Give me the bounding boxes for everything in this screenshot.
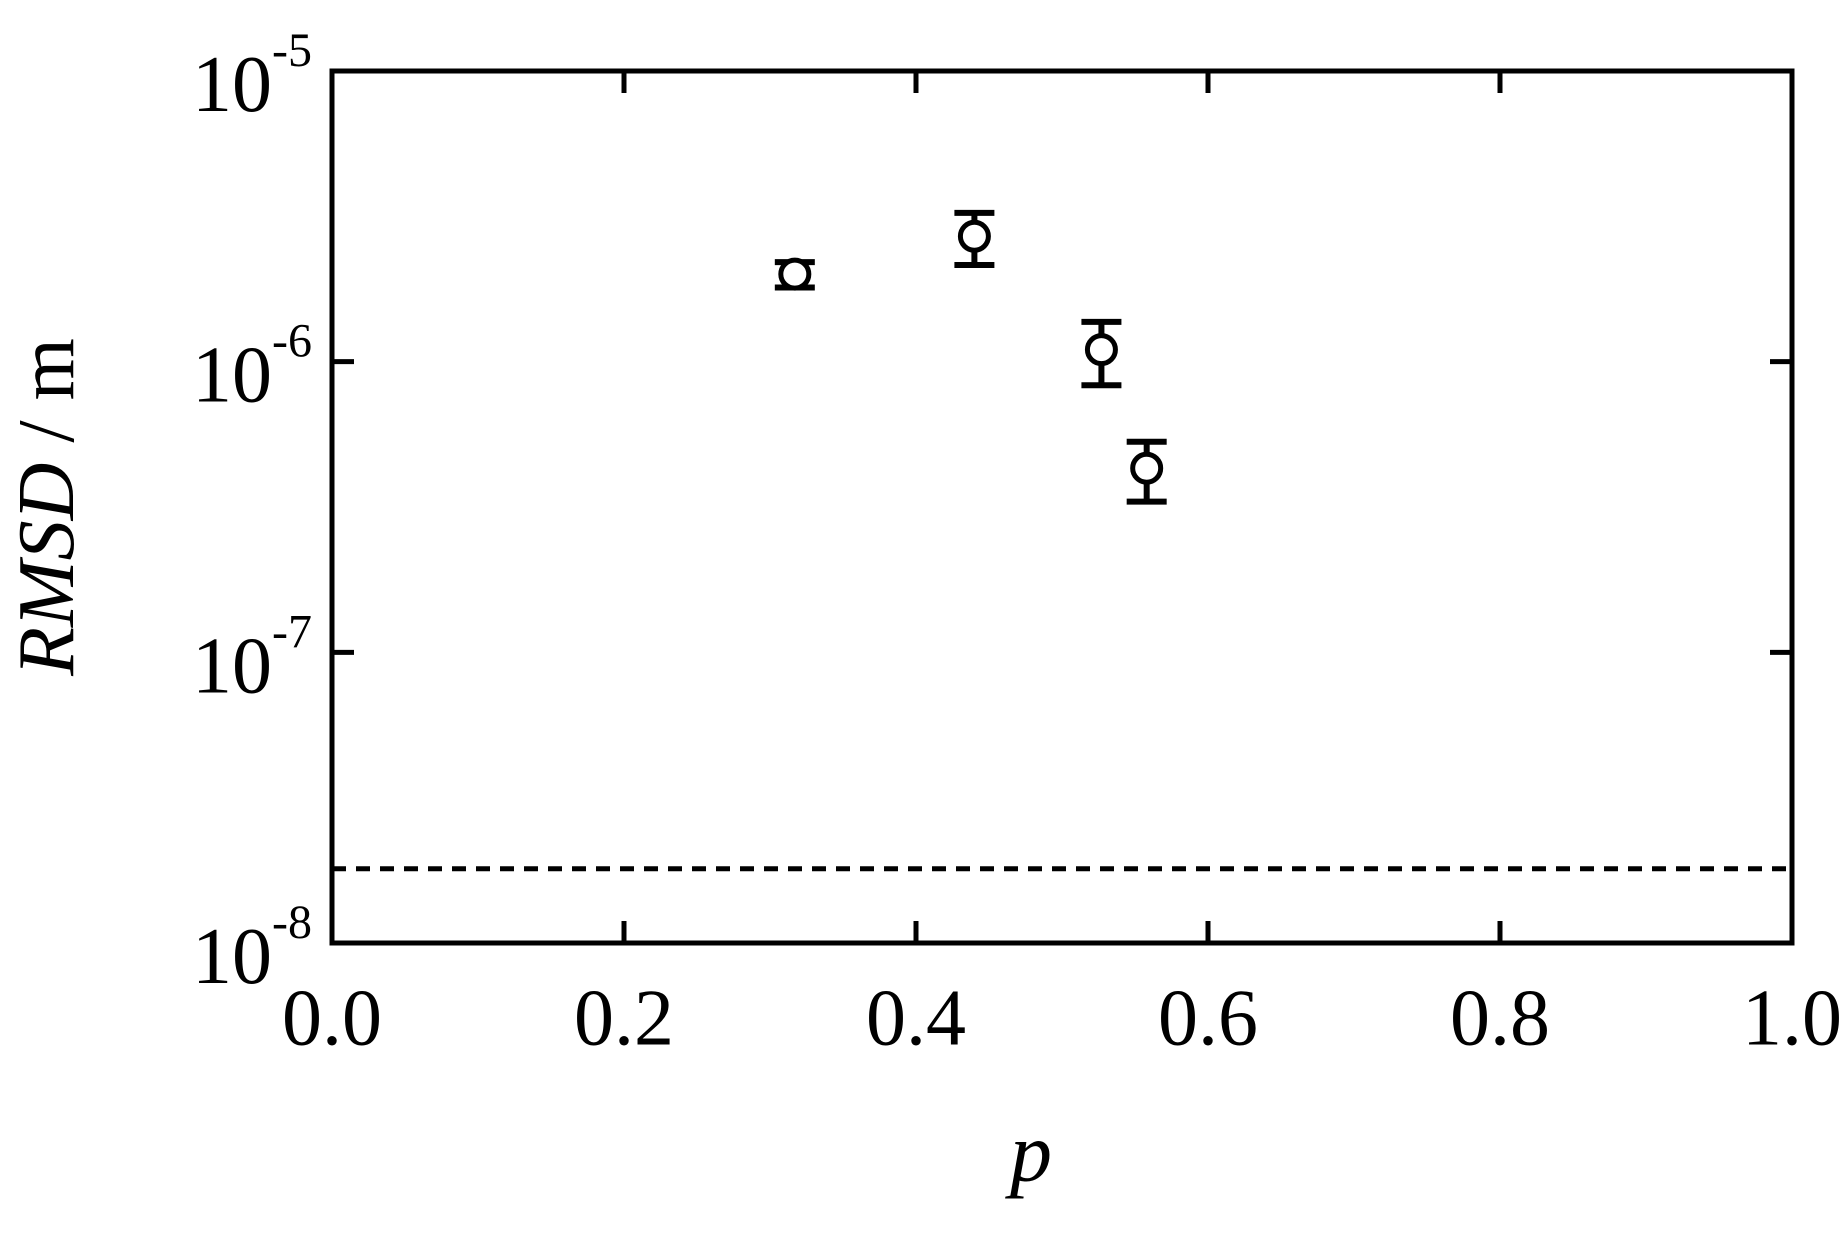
y-tick-exponent: -6 [272,315,312,368]
y-tick-label: 10-6 [192,315,312,420]
x-tick-label: 0.6 [1158,974,1258,1062]
y-label-unit: / m [3,338,91,442]
data-point [778,257,812,291]
x-tick-label: 0.4 [866,974,966,1062]
x-tick-label: 0.8 [1450,974,1550,1062]
y-tick-label: 10-8 [192,896,312,1001]
data-point [957,219,991,253]
x-tick-label: 1.0 [1742,974,1842,1062]
y-label-variable: RMSD [3,463,91,677]
data-point [1084,333,1118,367]
y-tick-label: 10-7 [192,605,312,710]
y-axis-label: RMSD / m [3,338,91,677]
x-axis-label: p [1005,1106,1052,1199]
y-tick-base: 10 [192,913,272,1001]
data-point [1130,451,1164,485]
y-tick-exponent: -7 [272,605,312,658]
y-tick-exponent: -5 [272,24,312,77]
x-tick-label: 0.2 [574,974,674,1062]
y-tick-base: 10 [192,332,272,420]
x-tick-label: 0.0 [282,974,382,1062]
plot-frame [329,68,1795,946]
y-tick-base: 10 [192,623,272,711]
y-tick-label: 10-5 [192,24,312,129]
y-tick-base: 10 [192,41,272,129]
y-tick-exponent: -8 [272,896,312,949]
